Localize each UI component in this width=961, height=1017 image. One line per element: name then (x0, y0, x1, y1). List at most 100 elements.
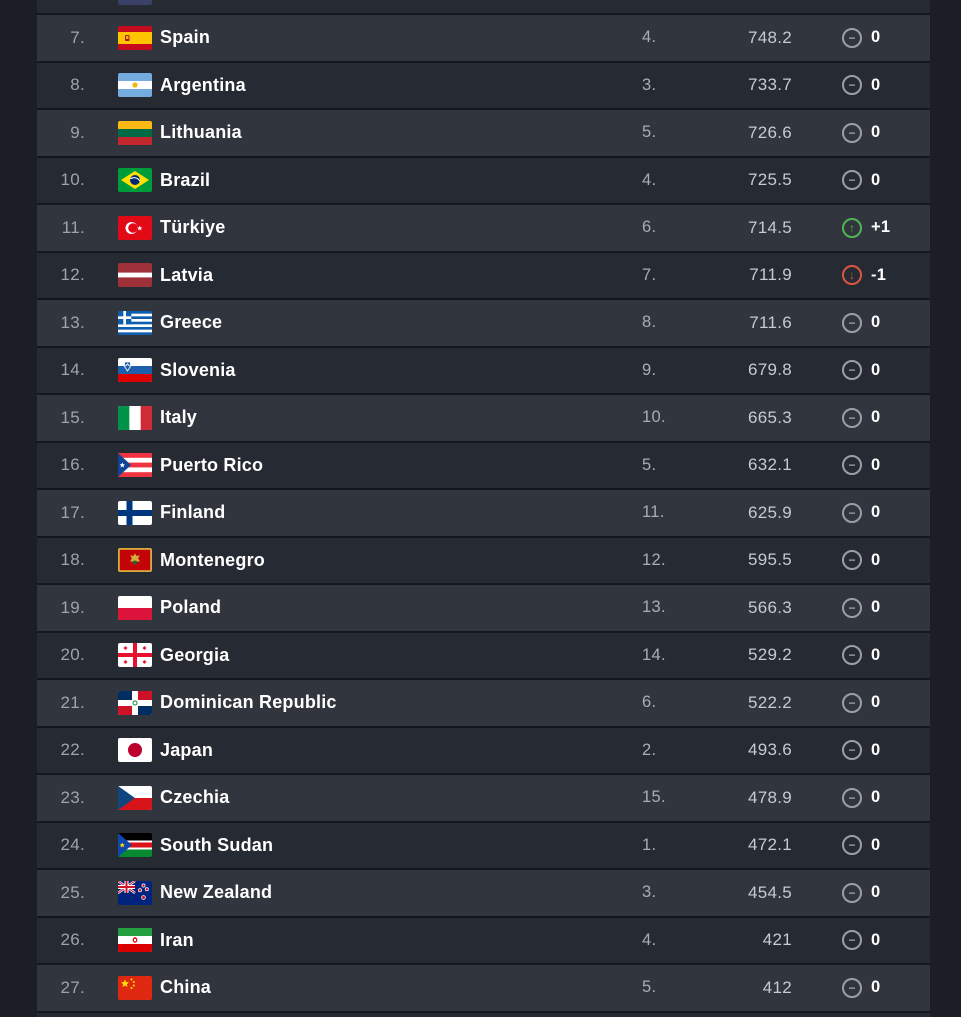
points-value: 625.9 (747, 502, 792, 522)
partial-row-top[interactable] (37, 0, 930, 13)
flag-brazil-icon (118, 168, 152, 193)
points-value: 412 (762, 977, 792, 997)
ranking-row[interactable]: 22. Japan 2. 493.6 − 0 (37, 727, 930, 773)
world-rank: 27. (60, 977, 85, 997)
country-name: Poland (160, 597, 222, 618)
country-name: South Sudan (160, 834, 274, 855)
country-name: Slovenia (160, 359, 236, 380)
partial-row-bottom (37, 1012, 930, 1017)
ranking-row[interactable]: 17. Finland 11. 625.9 − 0 (37, 490, 930, 536)
zone-rank: 3. (642, 75, 657, 94)
flag-italy-icon (118, 405, 152, 430)
country-name: Puerto Rico (160, 454, 264, 475)
ranking-row[interactable]: 25. New Zealand 3. 454.5 − 0 (37, 870, 930, 916)
country-name: Brazil (160, 169, 211, 190)
rank-change: − 0 (842, 787, 899, 808)
zone-rank: 11. (642, 503, 665, 522)
rank-change-value: 0 (871, 788, 881, 807)
rank-change-value: 0 (871, 28, 881, 47)
ranking-row[interactable]: 16. Puerto Rico 5. 632.1 − 0 (37, 442, 930, 488)
world-rank: 9. (70, 122, 85, 142)
ranking-row[interactable]: 27. China 5. 412 − 0 (37, 965, 930, 1011)
rank-change-value: 0 (871, 408, 881, 427)
points-value: 733.7 (747, 75, 792, 95)
ranking-row[interactable]: 19. Poland 13. 566.3 − 0 (37, 585, 930, 631)
flag-slovenia-icon (118, 358, 152, 383)
world-rank: 7. (70, 27, 85, 47)
zone-rank: 4. (642, 170, 657, 189)
points-value: 421 (762, 930, 792, 950)
rank-change-value: 0 (871, 455, 881, 474)
ranking-row[interactable]: 18. Montenegro 12. 595.5 − 0 (37, 537, 930, 583)
points-value: 665.3 (747, 407, 792, 427)
zone-rank: 6. (642, 218, 657, 237)
ranking-row[interactable]: 7. Spain 4. 748.2 − 0 (37, 15, 930, 61)
flag-greece-icon (118, 310, 152, 335)
rank-change: − 0 (842, 407, 899, 428)
ranking-row[interactable]: 14. Slovenia 9. 679.8 − 0 (37, 347, 930, 393)
world-rank: 14. (60, 360, 85, 380)
rank-change: ↑ +1 (842, 217, 899, 238)
zone-rank: 4. (642, 930, 657, 949)
zone-rank: 15. (642, 788, 666, 807)
flag-spain-icon (118, 25, 152, 50)
ranking-row[interactable]: 9. Lithuania 5. 726.6 − 0 (37, 110, 930, 156)
rank-change-same-icon: − (842, 27, 862, 48)
world-rank: 20. (60, 645, 85, 665)
flag-argentina-icon (118, 73, 152, 98)
flag-czechia-icon (118, 785, 152, 810)
rank-change-same-icon: − (842, 597, 862, 618)
zone-rank: 5. (642, 455, 657, 474)
flag-south-sudan-icon (118, 833, 152, 858)
ranking-row[interactable]: 20. Georgia 14. 529.2 − 0 (37, 632, 930, 678)
rank-change-value: 0 (871, 693, 881, 712)
rank-change: − 0 (842, 550, 899, 571)
rank-change-value: 0 (871, 503, 881, 522)
ranking-row[interactable]: 24. South Sudan 1. 472.1 − 0 (37, 822, 930, 868)
world-rank: 24. (60, 835, 85, 855)
flag-dominican-republic-icon (118, 690, 152, 715)
ranking-row[interactable]: 10. Brazil 4. 725.5 − 0 (37, 157, 930, 203)
flag-finland-icon (118, 500, 152, 525)
world-rank: 21. (60, 692, 85, 712)
country-name: Czechia (160, 787, 230, 808)
rank-change-same-icon: − (842, 502, 862, 523)
points-value: 632.1 (747, 455, 792, 475)
flag-sliver-icon (118, 0, 152, 5)
ranking-row[interactable]: 21. Dominican Republic 6. 522.2 − 0 (37, 680, 930, 726)
ranking-row[interactable]: 8. Argentina 3. 733.7 − 0 (37, 62, 930, 108)
points-value: 529.2 (747, 645, 792, 665)
rank-change-same-icon: − (842, 360, 862, 381)
points-value: 711.9 (749, 265, 792, 285)
points-value: 748.2 (747, 27, 792, 47)
ranking-row[interactable]: 12. Latvia 7. 711.9 ↓ -1 (37, 252, 930, 298)
rank-change-value: 0 (871, 123, 881, 142)
rank-change: − 0 (842, 930, 899, 951)
points-value: 679.8 (747, 360, 792, 380)
country-name: Montenegro (160, 549, 265, 570)
points-value: 726.6 (747, 122, 792, 142)
world-rank: 23. (60, 787, 85, 807)
zone-rank: 6. (642, 693, 657, 712)
country-name: Japan (160, 739, 214, 760)
rank-change-same-icon: − (842, 977, 862, 998)
points-value: 522.2 (747, 692, 792, 712)
country-name: Dominican Republic (160, 692, 337, 713)
ranking-row[interactable]: 15. Italy 10. 665.3 − 0 (37, 395, 930, 441)
rank-change-same-icon: − (842, 455, 862, 476)
rank-change-value: 0 (871, 930, 881, 949)
rank-change: − 0 (842, 740, 899, 761)
world-rank: 13. (60, 312, 85, 332)
country-name: Iran (160, 929, 194, 950)
ranking-row[interactable]: 13. Greece 8. 711.6 − 0 (37, 300, 930, 346)
ranking-row[interactable]: 26. Iran 4. 421 − 0 (37, 917, 930, 963)
ranking-row[interactable]: 23. Czechia 15. 478.9 − 0 (37, 775, 930, 821)
rankings-rows: 7. Spain 4. 748.2 − 0 8. Argentina 3. 73… (37, 15, 930, 1011)
points-value: 493.6 (747, 740, 792, 760)
ranking-row[interactable]: 11. Türkiye 6. 714.5 ↑ +1 (37, 205, 930, 251)
world-rank: 11. (61, 217, 85, 237)
rank-change-same-icon: − (842, 692, 862, 713)
flag-new-zealand-icon (118, 880, 152, 905)
rank-change-up-icon: ↑ (842, 217, 862, 238)
rank-change-same-icon: − (842, 550, 862, 571)
